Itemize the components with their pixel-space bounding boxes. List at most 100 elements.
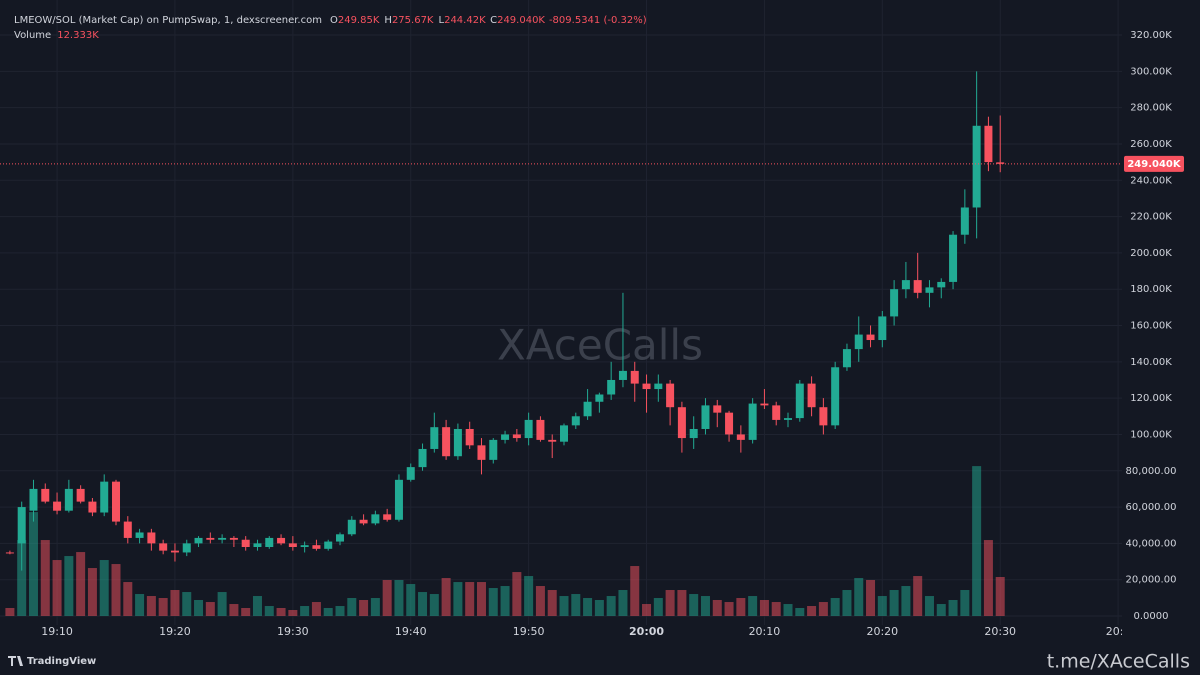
header-field-value: 244.42K: [444, 15, 486, 26]
volume-bar: [995, 577, 1005, 616]
candle-body: [937, 281, 946, 288]
volume-bar: [936, 604, 946, 616]
candle-body: [725, 412, 734, 435]
footer: t.me/XAceCalls: [1047, 651, 1190, 673]
candle-body: [41, 488, 50, 502]
candle-body: [925, 287, 934, 293]
volume-bar: [359, 599, 369, 616]
candle-body: [5, 552, 14, 554]
header-field-value: 249.040K: [497, 15, 545, 26]
volume-bar: [28, 512, 38, 616]
x-tick-label: 19:20: [159, 625, 191, 638]
header-field-key: C: [490, 15, 497, 26]
volume-bar: [736, 598, 746, 616]
candle-body: [418, 448, 427, 468]
volume-bar: [689, 594, 699, 616]
candle-body: [100, 481, 109, 513]
volume-bar: [99, 560, 109, 616]
volume-bar: [146, 596, 156, 616]
volume-bar: [924, 596, 934, 616]
candle-body: [324, 541, 333, 549]
volume-bar: [76, 552, 86, 616]
volume-bar: [889, 590, 899, 616]
volume-value: 12.333K: [57, 30, 99, 41]
volume-line: Volume 12.333K: [14, 30, 99, 41]
candle-body: [760, 403, 769, 406]
candle-body: [430, 427, 439, 449]
y-tick-label: 260.00K: [1130, 139, 1172, 150]
x-tick-label: 20:20: [866, 625, 898, 638]
header-title: LMEOW/SOL (Market Cap) on PumpSwap, 1, d…: [14, 15, 322, 26]
y-tick-label: 100.00K: [1130, 429, 1172, 440]
volume-bar: [653, 598, 663, 616]
x-tick-label: 19:10: [41, 625, 73, 638]
volume-bar: [618, 590, 628, 616]
volume-bar: [229, 604, 239, 616]
candle-body: [383, 514, 392, 520]
volume-bar: [724, 602, 734, 616]
header-field-value: 275.67K: [392, 15, 434, 26]
volume-bar: [842, 590, 852, 616]
candle-body: [359, 519, 368, 524]
volume-bar: [571, 594, 581, 616]
volume-bar: [335, 606, 345, 616]
y-tick-label: 40,000.00: [1126, 538, 1177, 549]
y-tick-label: 120.00K: [1130, 393, 1172, 404]
candle-body: [453, 428, 462, 457]
candle-body: [642, 383, 651, 390]
volume-bar: [795, 607, 805, 616]
candle-body: [524, 419, 533, 439]
candle-body: [654, 383, 663, 390]
candle-body: [795, 383, 804, 419]
candle-body: [347, 519, 356, 535]
candle-body: [784, 418, 793, 420]
volume-bar: [877, 596, 887, 616]
volume-bar: [382, 580, 392, 616]
candle-body: [477, 445, 486, 460]
volume-bar: [288, 609, 298, 616]
volume-bar: [52, 560, 62, 616]
candle-body: [736, 434, 745, 440]
candle-body: [854, 334, 863, 350]
volume-bar: [170, 590, 180, 616]
candle-body: [112, 481, 121, 522]
volume-bar: [960, 590, 970, 616]
y-tick-label: 200.00K: [1130, 248, 1172, 259]
candle-body: [571, 416, 580, 426]
candle-body: [159, 543, 168, 551]
volume-bar: [64, 556, 74, 616]
y-tick-label: 60,000.00: [1126, 502, 1177, 513]
candle-body: [949, 234, 958, 282]
volume-bar: [465, 582, 475, 616]
volume-label: Volume: [14, 30, 51, 41]
volume-bar: [807, 606, 817, 616]
header-field-value: 249.85K: [338, 15, 380, 26]
y-tick-label: 140.00K: [1130, 357, 1172, 368]
volume-bar: [394, 580, 404, 616]
candle-body: [88, 501, 97, 513]
candle-body: [253, 543, 262, 548]
volume-bar: [406, 584, 416, 616]
y-tick-label: 20,000.00: [1126, 575, 1177, 586]
volume-bar: [276, 607, 286, 616]
y-tick-label: 300.00K: [1130, 66, 1172, 77]
candle-body: [548, 439, 557, 442]
volume-bar: [818, 602, 828, 616]
y-tick-label: 280.00K: [1130, 103, 1172, 114]
x-tick-label: 20:30: [984, 625, 1016, 638]
volume-bar: [983, 540, 993, 616]
candle-body: [406, 467, 415, 480]
candle-body: [336, 534, 345, 542]
axes: 0.0000 20,000.00 40,000.00 60,000.00 80,000.…: [0, 30, 1184, 638]
candle-body: [972, 125, 981, 208]
candle-body: [265, 537, 274, 548]
volume-bar: [111, 564, 121, 616]
candle-body: [890, 289, 899, 317]
volume-bar: [547, 590, 557, 616]
candle-body: [394, 479, 403, 520]
candle-body: [442, 427, 451, 457]
candles: [5, 71, 1005, 571]
candle-body: [64, 488, 73, 511]
candle-body: [595, 394, 604, 402]
volume-bar: [901, 586, 911, 616]
